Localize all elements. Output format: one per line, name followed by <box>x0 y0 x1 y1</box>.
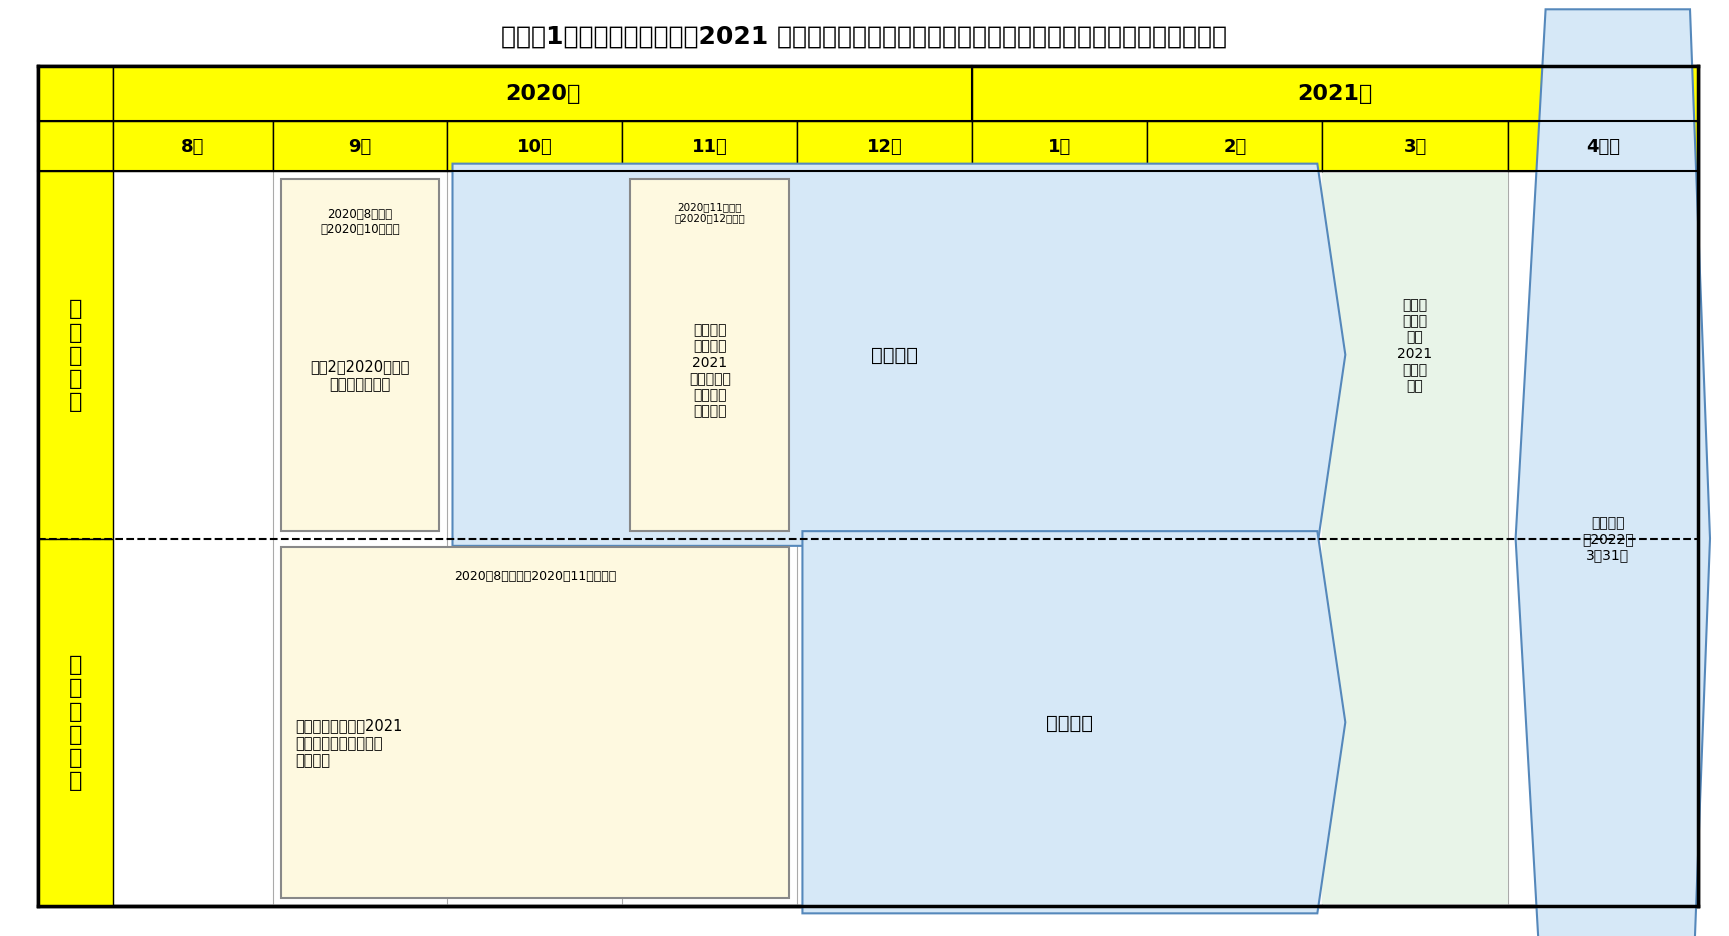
Bar <box>273 122 448 172</box>
Text: 4月～: 4月～ <box>1585 138 1620 155</box>
Bar <box>972 122 1148 172</box>
Text: 12月: 12月 <box>866 138 903 155</box>
Bar <box>38 122 112 172</box>
Text: 健康経営優良法人2021
（中小規模法人部門）
申請受付: 健康経営優良法人2021 （中小規模法人部門） 申請受付 <box>296 718 403 768</box>
Bar <box>631 180 790 531</box>
Text: 1月: 1月 <box>1048 138 1072 155</box>
Bar <box>1508 122 1698 172</box>
Bar <box>280 547 790 898</box>
Bar <box>38 67 112 122</box>
Text: 2020年: 2020年 <box>505 84 581 105</box>
Text: 11月: 11月 <box>692 138 728 155</box>
Text: 9月: 9月 <box>348 138 372 155</box>
Bar <box>797 122 972 172</box>
Text: 2020年8月下旬～2020年11月下旬頃: 2020年8月下旬～2020年11月下旬頃 <box>453 569 616 582</box>
Text: ［図表1：健康経営優良法人2021 認定スケジュール（経済産業省ホームページをもとに筆者作成）］: ［図表1：健康経営優良法人2021 認定スケジュール（経済産業省ホームページをも… <box>501 25 1228 49</box>
Text: 3月: 3月 <box>1404 138 1426 155</box>
Bar <box>972 67 1698 122</box>
Bar <box>1323 122 1508 172</box>
Bar <box>38 172 112 539</box>
Text: 大
規
模
法
人: 大 規 模 法 人 <box>69 299 83 412</box>
Bar <box>622 122 797 172</box>
Text: 10月: 10月 <box>517 138 553 155</box>
Bar <box>112 67 972 122</box>
Bar <box>38 67 1698 906</box>
Text: 健康経
営優良
法人
2021
認定・
発表: 健康経 営優良 法人 2021 認定・ 発表 <box>1397 298 1433 393</box>
Polygon shape <box>802 532 1345 914</box>
Bar <box>448 122 622 172</box>
Text: 審査期間: 審査期間 <box>871 346 918 365</box>
Bar <box>38 539 112 906</box>
Text: 令和2（2020）年度
健康経営度調査: 令和2（2020）年度 健康経営度調査 <box>309 359 410 391</box>
Bar <box>1323 174 1508 904</box>
Polygon shape <box>1516 10 1710 936</box>
Text: 2020年11月中旬
～2020年12月上旬: 2020年11月中旬 ～2020年12月上旬 <box>674 202 745 224</box>
Bar <box>112 122 273 172</box>
Text: 中
小
規
模
法
人: 中 小 規 模 法 人 <box>69 654 83 790</box>
Text: 2月: 2月 <box>1222 138 1247 155</box>
Text: 認定期間
～2022年
3月31日: 認定期間 ～2022年 3月31日 <box>1582 516 1634 563</box>
Polygon shape <box>453 165 1345 547</box>
Text: 8月: 8月 <box>182 138 204 155</box>
Text: 2020年8月下旬
～2020年10月上旬: 2020年8月下旬 ～2020年10月上旬 <box>320 208 399 236</box>
Text: 健康経営
優良法人
2021
（大規模法
人部門）
申請受付: 健康経営 優良法人 2021 （大規模法 人部門） 申請受付 <box>690 323 731 417</box>
Bar <box>280 180 439 531</box>
Text: 審査期間: 審査期間 <box>1046 713 1093 732</box>
Text: 2021年: 2021年 <box>1297 84 1373 105</box>
Bar <box>1148 122 1323 172</box>
